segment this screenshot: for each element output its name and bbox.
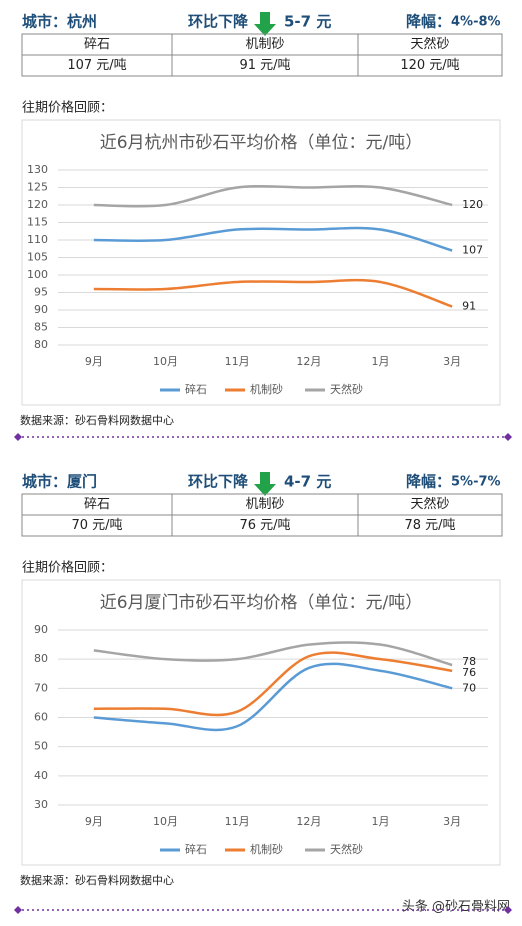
x-tick-label: 9月: [85, 355, 103, 368]
divider-diamond: [504, 906, 512, 914]
legend-label: 机制砂: [250, 382, 283, 396]
amount: 4-7 元: [284, 473, 331, 491]
drop: 4%-8%: [451, 15, 501, 30]
table-cell: 120 元/吨: [400, 58, 459, 73]
trend: 环比下降: [188, 13, 249, 31]
data-label: 120: [462, 198, 483, 211]
table-header: 碎石: [84, 497, 110, 512]
y-tick-label: 90: [34, 623, 48, 636]
y-tick-label: 50: [34, 740, 48, 753]
x-tick-label: 3月: [443, 355, 461, 368]
city: 城市：杭州: [22, 13, 97, 31]
x-tick-label: 1月: [372, 355, 390, 368]
series-line: [93, 226, 453, 252]
down-arrow: [254, 12, 276, 36]
amount: 5-7 元: [284, 13, 331, 31]
y-tick-label: 80: [34, 338, 48, 351]
y-tick-label: 100: [27, 268, 48, 281]
y-tick-label: 105: [27, 251, 48, 264]
legend-label: 天然砂: [330, 382, 363, 396]
data-label: 91: [462, 300, 476, 313]
series-line: [93, 651, 453, 717]
table-cell: 91 元/吨: [239, 58, 290, 73]
x-tick-label: 3月: [443, 815, 461, 828]
drop: 5%-7%: [451, 475, 501, 490]
x-tick-label: 11月: [225, 815, 250, 828]
table-header: 机制砂: [245, 497, 284, 512]
table-header: 天然砂: [410, 496, 449, 512]
y-tick-label: 40: [34, 769, 48, 782]
data-label: 78: [462, 655, 476, 668]
y-tick-label: 120: [27, 198, 48, 211]
divider-diamond: [504, 433, 512, 441]
down-arrow: [254, 472, 276, 496]
y-tick-label: 85: [34, 321, 48, 334]
y-tick-label: 70: [34, 681, 48, 694]
x-tick-label: 9月: [85, 815, 103, 828]
y-tick-label: 90: [34, 303, 48, 316]
y-tick-label: 80: [34, 652, 48, 665]
review-label: 往期价格回顾：: [22, 560, 113, 576]
y-tick-label: 95: [34, 286, 48, 299]
data-label: 107: [462, 244, 483, 257]
review-label: 往期价格回顾：: [22, 100, 113, 116]
y-tick-label: 115: [27, 216, 48, 229]
chart-frame: [21, 579, 501, 866]
legend-label: 碎石: [185, 382, 207, 396]
table-cell: 78 元/吨: [404, 518, 455, 533]
y-tick-label: 130: [27, 163, 48, 176]
source: 数据来源：砂石骨料网数据中心: [20, 873, 174, 887]
series-line: [93, 641, 453, 667]
table-cell: 70 元/吨: [71, 518, 122, 533]
data-label: 70: [462, 681, 476, 694]
x-tick-label: 1月: [372, 815, 390, 828]
series-line: [93, 184, 453, 208]
footer: 头条 @砂石骨料网: [402, 899, 510, 915]
series-line: [93, 662, 453, 732]
y-tick-label: 60: [34, 711, 48, 724]
table-cell: 76 元/吨: [239, 518, 290, 533]
table-header: 碎石: [84, 37, 110, 52]
source: 数据来源：砂石骨料网数据中心: [20, 413, 174, 427]
table-header: 机制砂: [245, 37, 284, 52]
data-label: 76: [462, 666, 476, 679]
divider-diamond: [14, 433, 22, 441]
chart-title: 近6月杭州市砂石平均价格（单位：元/吨）: [100, 133, 423, 153]
chart-frame: [21, 119, 501, 406]
y-tick-label: 125: [27, 181, 48, 194]
x-tick-label: 10月: [153, 815, 178, 828]
legend-label: 碎石: [185, 842, 207, 856]
city: 城市：厦门: [22, 473, 97, 491]
drop-label: 降幅：: [406, 13, 451, 31]
divider-diamond: [14, 906, 22, 914]
drop-label: 降幅：: [406, 473, 451, 491]
x-tick-label: 12月: [296, 815, 321, 828]
x-tick-label: 10月: [153, 355, 178, 368]
legend-label: 机制砂: [250, 842, 283, 856]
x-tick-label: 12月: [296, 355, 321, 368]
y-tick-label: 30: [34, 798, 48, 811]
legend-label: 天然砂: [330, 842, 363, 856]
y-tick-label: 110: [27, 233, 48, 246]
series-line: [93, 278, 453, 308]
x-tick-label: 11月: [225, 355, 250, 368]
table-cell: 107 元/吨: [67, 58, 126, 73]
chart-title: 近6月厦门市砂石平均价格（单位：元/吨）: [100, 593, 423, 613]
trend: 环比下降: [188, 473, 249, 491]
table-header: 天然砂: [410, 36, 449, 52]
